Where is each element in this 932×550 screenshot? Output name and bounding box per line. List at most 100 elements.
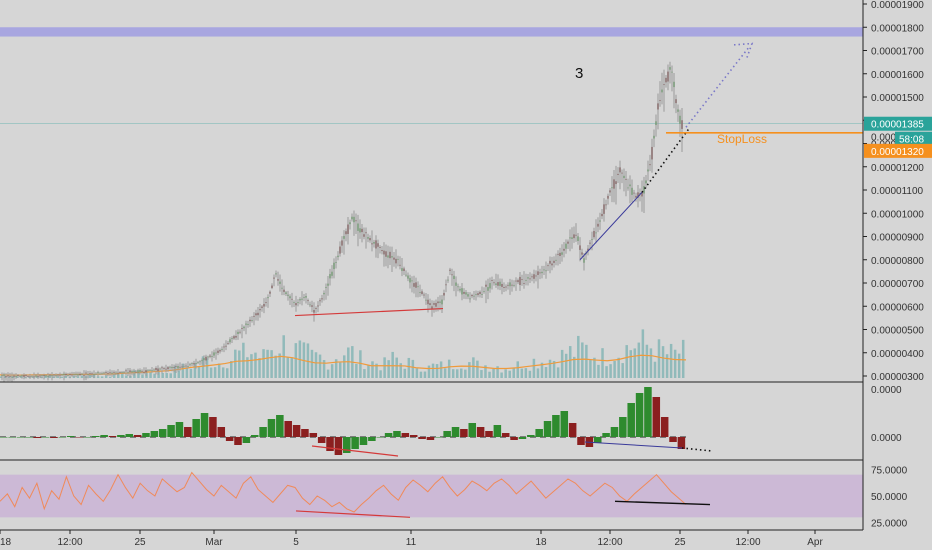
oscillator-bar: [351, 437, 359, 449]
candle-body: [273, 277, 275, 279]
candle-body: [521, 279, 523, 281]
volume-bar: [468, 362, 471, 378]
candle-body: [615, 181, 617, 185]
candle-body: [597, 223, 599, 227]
volume-bar: [528, 370, 532, 378]
candle-body: [547, 265, 549, 267]
volume-bar: [577, 335, 580, 378]
oscillator-bar: [368, 437, 376, 441]
candle-body: [313, 310, 315, 313]
price-axis-label: 0.00001000: [871, 209, 924, 220]
price-panel[interactable]: StopLoss 3: [0, 27, 863, 382]
volume-bar: [427, 365, 431, 378]
volume-bar: [548, 359, 552, 378]
price-axis-label-partial: 0.0000: [871, 132, 902, 143]
time-axis-label: 5: [293, 537, 299, 548]
candle-body: [237, 331, 239, 334]
candle-body: [559, 252, 561, 256]
oscillator-bar: [83, 437, 92, 438]
candle-body: [305, 296, 307, 298]
candle-body: [675, 99, 677, 104]
candle-body: [535, 275, 537, 277]
candle-body: [601, 213, 603, 217]
rsi-support-line: [614, 500, 711, 506]
volume-bar: [108, 376, 112, 378]
oscillator-bar: [250, 435, 259, 437]
price-axis[interactable]: 0.00001900 0.00001800 0.00001700 0.00001600…: [863, 0, 932, 530]
candle-body: [431, 306, 433, 309]
volume-bar: [617, 357, 620, 378]
volume-bar: [161, 372, 164, 378]
volume-bar: [681, 339, 685, 378]
oscillator-divergence-line: [311, 445, 399, 457]
oscillator-bar: [384, 433, 393, 437]
candle-body: [249, 319, 251, 322]
rsi-panel[interactable]: [0, 471, 863, 518]
candle-body: [321, 298, 323, 300]
volume-bar: [512, 368, 515, 378]
candle-body: [47, 376, 49, 377]
volume-bar: [197, 366, 201, 378]
candle-body: [71, 374, 73, 376]
volume-bar: [653, 361, 657, 378]
candle-body: [257, 312, 259, 316]
price-axis-label: 0.00001800: [871, 23, 924, 34]
volume-bar: [274, 355, 277, 378]
candle-body: [253, 315, 255, 317]
candle-body: [679, 115, 681, 124]
oscillator-bar: [669, 437, 677, 442]
volume-bar: [411, 359, 415, 378]
volume-bar: [641, 329, 645, 378]
candle-body: [213, 352, 215, 356]
candle-body: [435, 302, 437, 307]
candle-body: [537, 271, 539, 275]
candle-body: [177, 365, 179, 369]
candle-body: [287, 294, 289, 296]
time-axis-label: 18: [535, 537, 547, 548]
oscillator-bar: [317, 437, 326, 443]
candle-body: [259, 309, 261, 311]
candle-body: [125, 370, 127, 372]
candle-body: [195, 363, 197, 365]
oscillator-bar: [242, 437, 251, 443]
candle-body: [307, 300, 309, 302]
candle-body: [163, 368, 165, 370]
candle-body: [393, 257, 395, 260]
candle-body: [607, 195, 609, 199]
oscillator-bar: [142, 433, 150, 437]
candle-body: [381, 250, 383, 252]
candle-body: [635, 195, 637, 198]
candle-body: [19, 375, 21, 377]
volume-bar: [601, 348, 604, 378]
volume-bar: [415, 368, 419, 378]
volume-bar: [334, 359, 338, 378]
candle-body: [509, 282, 511, 287]
candle-body: [419, 292, 421, 293]
candle-body: [105, 371, 107, 373]
candle-body: [447, 279, 449, 281]
oscillator-bar: [652, 397, 661, 437]
candle-body: [141, 370, 143, 372]
candle-body: [127, 372, 129, 374]
candle-body: [95, 373, 97, 375]
volume-bar: [633, 348, 637, 378]
time-axis[interactable]: 18 12:00 25 Mar 5 11 18 12:00 25 12:00 Apr: [0, 530, 823, 548]
candle-body: [255, 313, 257, 316]
oscillator-bar: [184, 427, 192, 437]
candle-body: [303, 297, 305, 298]
candle-body: [69, 373, 71, 375]
candle-body: [577, 236, 579, 242]
oscillator-bar: [309, 433, 318, 437]
oscillator-bar: [158, 429, 167, 437]
oscillator-bar: [518, 437, 527, 439]
volume-bar: [625, 345, 628, 378]
volume-bar: [593, 357, 596, 378]
candle-body: [121, 372, 123, 373]
volume-bar: [169, 373, 172, 378]
oscillator-panel[interactable]: [0, 387, 713, 457]
volume-bar: [443, 368, 447, 378]
candle-body: [553, 260, 555, 263]
candle-body: [39, 375, 41, 377]
candle-body: [229, 339, 231, 343]
oscillator-bar: [535, 429, 543, 437]
